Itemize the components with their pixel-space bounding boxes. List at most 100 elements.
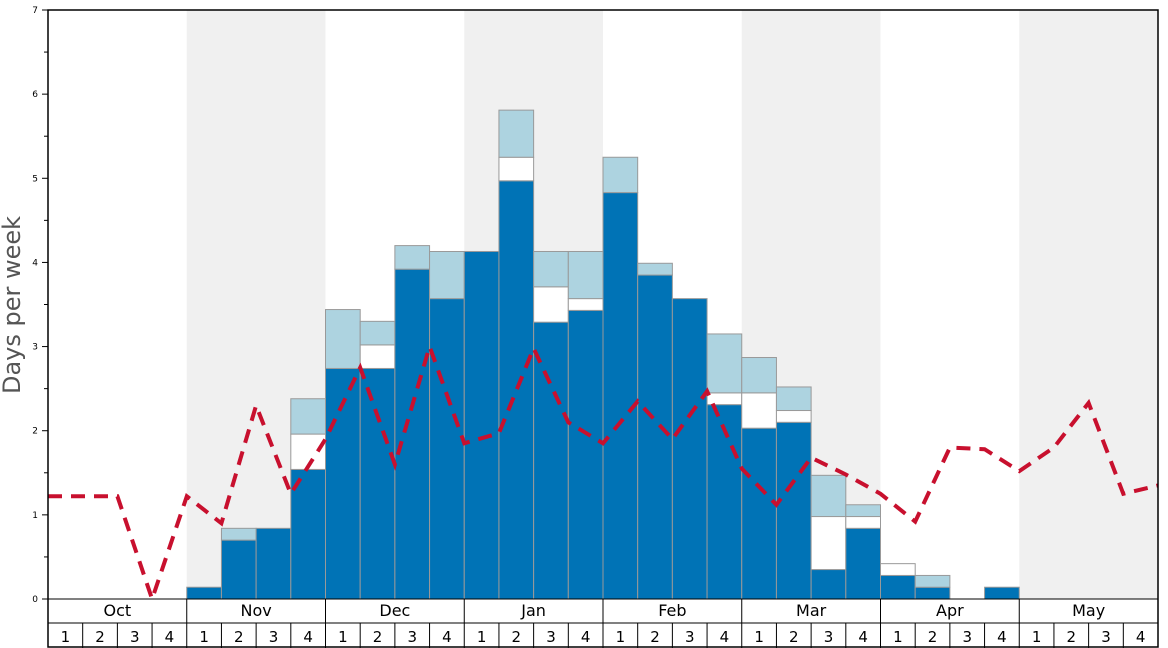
bar-lightblue — [290, 398, 326, 435]
month-label-apr: Apr — [936, 601, 964, 620]
bar-white — [533, 286, 569, 323]
bar-lightblue — [325, 309, 361, 369]
bar-lightblue — [429, 250, 465, 300]
bar-dark — [914, 586, 951, 600]
bar-lightblue — [637, 262, 673, 276]
bar-lightblue — [602, 156, 639, 194]
bar-dark — [220, 539, 257, 600]
bar-stacks — [186, 109, 1020, 600]
week-label: 1 — [477, 628, 487, 646]
week-label: 3 — [546, 628, 556, 646]
week-label: 4 — [858, 628, 868, 646]
bar-white — [359, 344, 396, 369]
week-label: 3 — [962, 628, 972, 646]
y-tick-label: 5 — [32, 174, 38, 184]
bar-dark — [567, 309, 604, 600]
week-label: 4 — [303, 628, 313, 646]
bar-dark — [359, 367, 396, 600]
week-label: 1 — [61, 628, 71, 646]
bar-lightblue — [394, 245, 431, 270]
x-axis: Oct 1 2 3 4 Nov 1 2 3 4 Dec 1 2 3 4 Jan 1 2 3 4 Feb 1 2 3 4 Mar 1 2… — [61, 601, 1146, 646]
y-tick-label: 4 — [32, 258, 38, 268]
week-label: 1 — [199, 628, 209, 646]
plot-frame — [47, 9, 1159, 648]
week-label: 2 — [789, 628, 799, 646]
week-label: 2 — [234, 628, 244, 646]
bar-lightblue — [741, 357, 777, 394]
week-label: 4 — [720, 628, 730, 646]
week-label: 1 — [754, 628, 764, 646]
bar-dark — [810, 569, 847, 600]
bar-white — [706, 392, 743, 406]
week-label: 2 — [928, 628, 938, 646]
y-tick-label: 2 — [32, 427, 38, 437]
bar-white — [880, 563, 916, 576]
week-label: 1 — [616, 628, 626, 646]
week-label: 3 — [685, 628, 695, 646]
month-label-may: May — [1072, 601, 1105, 620]
month-label-oct: Oct — [104, 601, 132, 620]
y-tick-label: 0 — [32, 595, 38, 605]
dashed-series-line — [48, 340, 1159, 606]
bar-dark — [845, 527, 881, 600]
bar-dark — [290, 468, 326, 600]
bar-dark — [602, 192, 639, 600]
month-label-feb: Feb — [658, 601, 686, 620]
bar-lightblue — [498, 109, 535, 158]
bar-lightblue — [706, 333, 743, 394]
bar-lightblue — [567, 250, 604, 300]
month-label-nov: Nov — [241, 601, 272, 620]
week-label: 3 — [407, 628, 417, 646]
week-label: 2 — [373, 628, 383, 646]
bar-lightblue — [845, 504, 881, 518]
week-label: 2 — [95, 628, 105, 646]
week-label: 4 — [1136, 628, 1146, 646]
bar-lightblue — [775, 386, 812, 412]
bar-dark — [775, 421, 812, 600]
bar-dark — [498, 180, 535, 600]
bar-lightblue — [359, 320, 396, 346]
bar-dark — [984, 586, 1020, 600]
month-label-dec: Dec — [379, 601, 410, 620]
week-label: 2 — [1067, 628, 1077, 646]
bar-dark — [186, 586, 222, 600]
bar-dark — [637, 274, 673, 600]
bar-dark — [880, 574, 916, 600]
bar-white — [845, 516, 881, 529]
bar-lightblue — [810, 474, 847, 518]
week-label: 3 — [269, 628, 279, 646]
bar-dark — [741, 427, 777, 600]
week-label: 1 — [338, 628, 348, 646]
bar-white — [498, 156, 535, 182]
bar-dark — [429, 298, 465, 600]
y-axis: 0 1 2 3 4 5 6 7 — [32, 6, 48, 605]
y-tick-label: 7 — [32, 6, 38, 16]
bar-dark — [394, 268, 431, 600]
bar-lightblue — [914, 574, 951, 588]
bar-white — [810, 516, 847, 571]
week-label: 4 — [442, 628, 452, 646]
week-label: 3 — [824, 628, 834, 646]
week-label: 1 — [893, 628, 903, 646]
y-tick-label: 3 — [32, 343, 38, 353]
bar-white — [775, 410, 812, 423]
y-tick-label: 1 — [32, 511, 38, 521]
week-label: 4 — [165, 628, 175, 646]
week-label: 4 — [581, 628, 591, 646]
week-label: 3 — [130, 628, 140, 646]
bar-lightblue — [220, 527, 257, 541]
week-label: 2 — [512, 628, 522, 646]
bar-dark — [255, 527, 292, 600]
y-tick-label: 6 — [32, 90, 38, 100]
y-axis-label: Days per week — [0, 216, 26, 394]
week-label: 1 — [1032, 628, 1042, 646]
month-shade-may — [1019, 10, 1158, 599]
week-label: 3 — [1101, 628, 1111, 646]
bar-dark — [671, 298, 708, 600]
week-label: 2 — [650, 628, 660, 646]
bar-dark — [463, 250, 500, 600]
week-label: 4 — [997, 628, 1007, 646]
bar-lightblue — [533, 250, 569, 288]
dashed-series — [48, 340, 1159, 606]
